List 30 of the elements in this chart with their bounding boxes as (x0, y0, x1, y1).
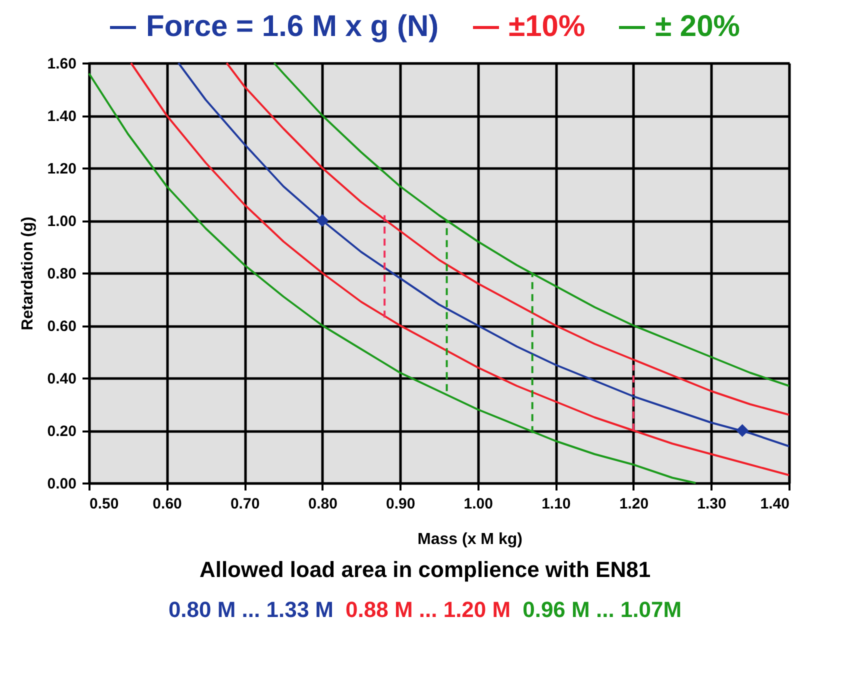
x-axis-title: Mass (x M kg) (416, 531, 524, 549)
y-tick-label: 1.00 (47, 213, 76, 230)
x-tick-label: 1.10 (542, 496, 571, 512)
x-tick-label: 0.50 (90, 496, 119, 512)
y-tick-label: 0.20 (47, 423, 76, 440)
x-tick-label: 1.20 (619, 496, 649, 512)
x-tick-label: 0.60 (152, 496, 182, 512)
x-tick-label: 1.40 (760, 496, 790, 512)
x-tick-label: 0.70 (230, 496, 260, 512)
line-series (226, 62, 790, 416)
legend-label: Force = 1.6 M x g (N) (146, 10, 439, 44)
legend-label: ±10% (508, 10, 586, 44)
x-tick-label: 0.90 (386, 496, 416, 512)
y-tick-label: 1.60 (47, 56, 76, 72)
x-tick-label: 1.30 (697, 496, 726, 512)
x-tick-label: 0.80 (308, 496, 338, 512)
y-tick-label: 1.20 (47, 160, 76, 178)
text: 0.80 M ... 1.33 M (168, 597, 334, 622)
x-tick-label: 1.00 (464, 496, 493, 512)
line-series (88, 72, 697, 484)
y-tick-label: 0.40 (47, 370, 76, 388)
legend-label: ± 20% (655, 10, 740, 44)
text: Allowed load area in complience with EN81 (198, 557, 652, 583)
y-axis-title: Retardation (g) (19, 216, 36, 330)
y-tick-label: 0.80 (47, 266, 76, 282)
text: 0.88 M ... 1.20 M (346, 597, 511, 622)
y-tick-label: 0.00 (47, 476, 76, 492)
y-tick-label: 0.60 (47, 318, 76, 335)
text: 0.96 M ... 1.07M (522, 597, 682, 622)
y-tick-label: 1.40 (47, 108, 76, 125)
